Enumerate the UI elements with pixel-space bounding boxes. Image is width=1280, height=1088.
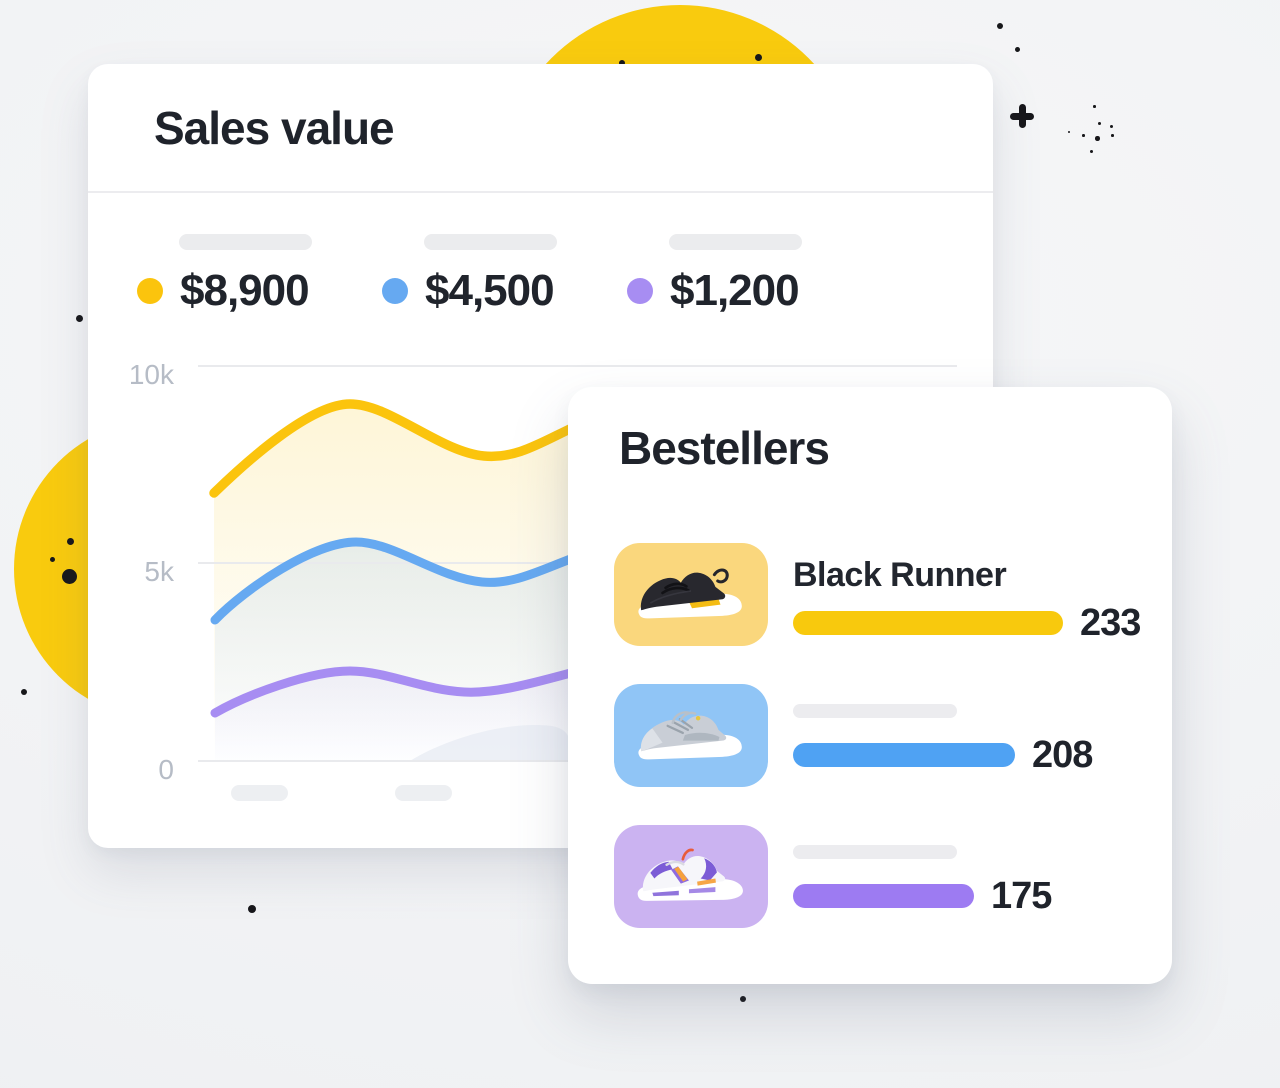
decor-dot [21,689,27,695]
product-count: 233 [1080,602,1141,644]
decor-dot [50,557,55,562]
product-count: 208 [1032,734,1093,776]
series-dot-icon [137,278,163,304]
y-tick-0: 0 [158,754,174,785]
black-runner-sneaker-icon [638,568,742,618]
plus-icon [1010,104,1034,128]
y-tick-5k: 5k [144,556,175,587]
x-tick-placeholder [231,785,288,801]
product-count: 175 [991,875,1052,917]
gray-trainer-sneaker-icon [638,710,742,759]
decor-dot [1015,47,1020,52]
product-bar [793,743,1015,767]
legend-item-blue[interactable]: $4,500 [382,234,557,316]
decor-dot [1090,150,1093,153]
decor-dot [1068,131,1070,133]
legend-value: $8,900 [180,266,310,315]
chart-legend: $8,900 $4,500 $1,200 [137,234,802,316]
decor-dot [248,905,256,913]
decor-dot [1095,136,1100,141]
product-row-purple-sneaker[interactable]: 175 [614,825,1142,928]
decor-dot [1093,105,1096,108]
series-dot-icon [627,278,653,304]
decor-dot [997,23,1003,29]
decor-dot [62,569,77,584]
decor-dot [76,315,83,322]
decor-dot [1110,125,1113,128]
product-thumbnail [614,684,768,787]
product-row-black-runner[interactable]: Black Runner 233 [614,543,1142,646]
y-tick-10k: 10k [129,359,175,390]
legend-label-placeholder [179,234,312,250]
bestsellers-card: Bestellers Black Runner 233 [568,387,1172,984]
decor-dot [1111,134,1114,137]
product-name-placeholder [793,845,957,859]
sales-card-header: Sales value [88,64,993,193]
product-name-placeholder [793,704,957,718]
x-tick-placeholder [395,785,452,801]
decor-dot [755,54,762,61]
product-bar [793,611,1063,635]
decor-dot [1082,134,1085,137]
product-thumbnail [614,825,768,928]
legend-value: $4,500 [425,266,555,315]
product-name: Black Runner [793,556,1007,594]
legend-label-placeholder [424,234,557,250]
series-dot-icon [382,278,408,304]
legend-value: $1,200 [670,266,800,315]
product-row-gray-trainer[interactable]: 208 [614,684,1142,787]
legend-item-purple[interactable]: $1,200 [627,234,802,316]
purple-chunky-sneaker-icon [637,848,743,901]
legend-label-placeholder [669,234,802,250]
baseline-hill-decor [410,724,568,761]
product-thumbnail [614,543,768,646]
product-bar [793,884,974,908]
decor-dot [740,996,746,1002]
legend-item-yellow[interactable]: $8,900 [137,234,312,316]
decor-dot [67,538,74,545]
decor-dot [619,60,625,66]
bestsellers-title: Bestellers [619,422,830,474]
sales-card-title: Sales value [154,101,395,154]
decor-dot [1098,122,1101,125]
